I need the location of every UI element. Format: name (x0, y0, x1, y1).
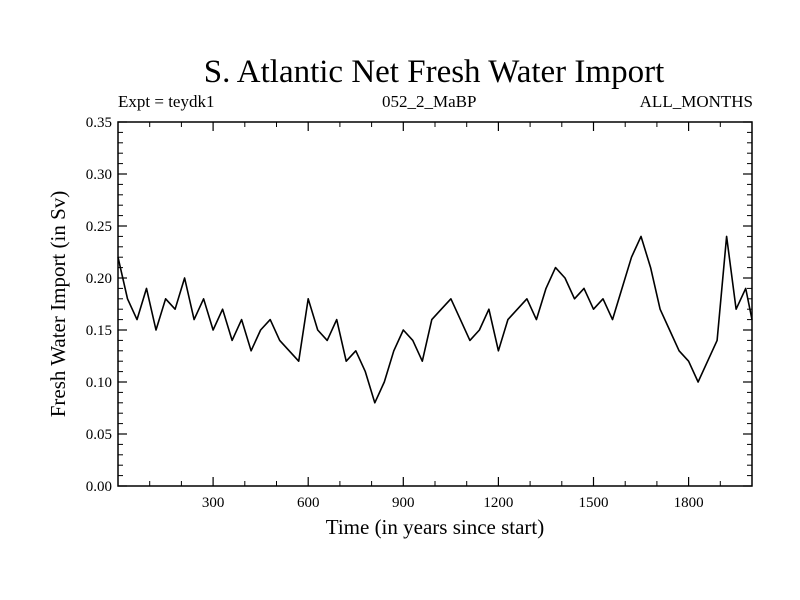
months-label: ALL_MONTHS (639, 92, 753, 111)
x-tick-label: 1500 (579, 495, 609, 511)
y-tick-label: 0.05 (86, 427, 112, 443)
y-tick-label: 0.20 (86, 271, 112, 287)
x-axis-label: Time (in years since start) (325, 515, 545, 539)
y-axis-label: Fresh Water Import (in Sv) (46, 190, 70, 418)
y-tick-label: 0.15 (86, 323, 112, 339)
y-tick-label: 0.30 (86, 167, 112, 183)
plot-frame (117, 121, 753, 487)
x-tick-label: 1200 (483, 495, 513, 511)
y-tick-label: 0.00 (86, 479, 112, 495)
series-line-fresh-water-import (117, 235, 753, 404)
x-tick-label: 1800 (674, 495, 704, 511)
x-tick-label: 300 (202, 495, 225, 511)
y-tick-label: 0.35 (86, 115, 112, 131)
chart-title: S. Atlantic Net Fresh Water Import (203, 54, 665, 90)
y-tick-label: 0.25 (86, 219, 112, 235)
ticks-layer: 300 600 900 1200 1500 1800 0.00 0.05 0.10 0.15 0.2… (86, 115, 752, 511)
run-label: 052_2_MaBP (382, 92, 477, 111)
x-tick-label: 900 (392, 495, 415, 511)
y-tick-label: 0.10 (86, 375, 112, 391)
x-tick-label: 600 (297, 495, 320, 511)
experiment-label: Expt = teydk1 (118, 92, 215, 111)
